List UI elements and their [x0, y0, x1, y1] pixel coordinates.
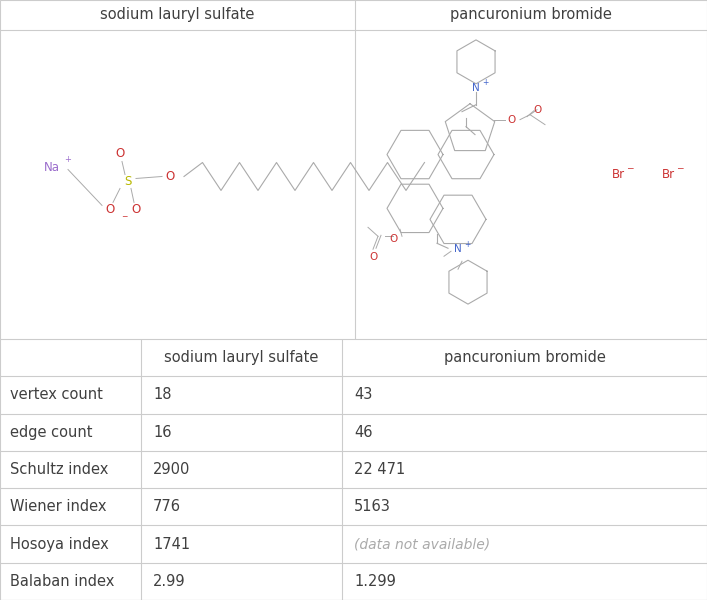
Text: +: +	[64, 155, 71, 164]
Text: edge count: edge count	[10, 425, 93, 440]
Text: 776: 776	[153, 499, 181, 514]
Text: N: N	[472, 83, 480, 93]
Text: 18: 18	[153, 388, 172, 403]
Text: −: −	[626, 163, 633, 172]
Text: Br: Br	[662, 168, 674, 181]
Text: +: +	[481, 78, 489, 87]
Text: O: O	[508, 115, 516, 125]
Text: Balaban index: Balaban index	[10, 574, 115, 589]
Text: 2900: 2900	[153, 462, 190, 477]
Text: 1741: 1741	[153, 536, 190, 551]
Text: −: −	[121, 212, 127, 221]
Text: O: O	[105, 203, 115, 216]
Text: 1.299: 1.299	[354, 574, 396, 589]
Text: O: O	[533, 104, 541, 115]
Text: 43: 43	[354, 388, 373, 403]
Text: O: O	[389, 234, 397, 244]
Text: 22 471: 22 471	[354, 462, 405, 477]
Text: pancuronium bromide: pancuronium bromide	[450, 7, 612, 22]
Text: pancuronium bromide: pancuronium bromide	[443, 350, 605, 365]
Text: 16: 16	[153, 425, 172, 440]
Text: vertex count: vertex count	[10, 388, 103, 403]
Text: O: O	[369, 252, 377, 262]
Text: sodium lauryl sulfate: sodium lauryl sulfate	[100, 7, 255, 22]
Text: 5163: 5163	[354, 499, 391, 514]
Text: S: S	[124, 175, 132, 188]
Text: −: −	[677, 163, 684, 172]
Text: O: O	[132, 203, 141, 216]
Text: 46: 46	[354, 425, 373, 440]
Text: O: O	[115, 147, 124, 160]
Text: 2.99: 2.99	[153, 574, 186, 589]
Text: Schultz index: Schultz index	[10, 462, 108, 477]
Text: +: +	[464, 240, 470, 249]
Text: Br: Br	[612, 168, 624, 181]
Text: sodium lauryl sulfate: sodium lauryl sulfate	[164, 350, 319, 365]
Text: N: N	[454, 244, 462, 254]
Text: (data not available): (data not available)	[354, 537, 490, 551]
Text: Wiener index: Wiener index	[10, 499, 107, 514]
Text: O: O	[165, 170, 175, 183]
Text: Hosoya index: Hosoya index	[10, 536, 109, 551]
Text: Na: Na	[44, 161, 60, 174]
